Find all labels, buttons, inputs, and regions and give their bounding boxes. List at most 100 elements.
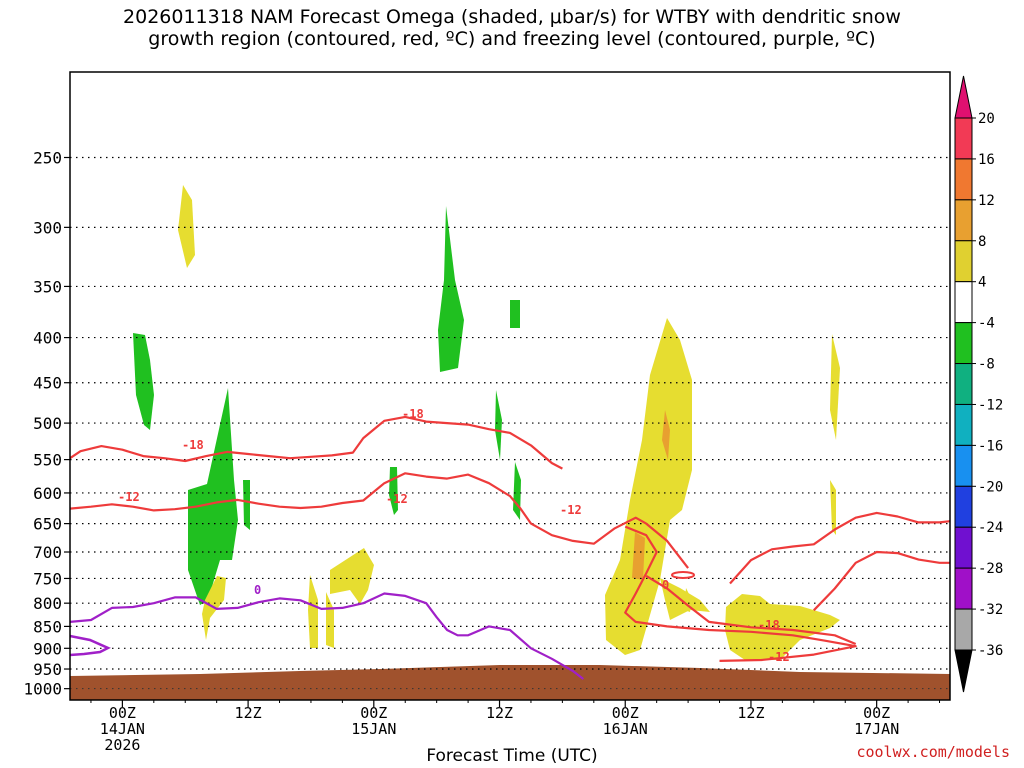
- y-axis: 250 300 350 400 450 500 550 600 650 700 750 800 850 9…: [23, 148, 70, 699]
- omega-shade-yellow-2: [605, 318, 692, 655]
- colorbar-swatch: [954, 403, 973, 446]
- omega-shade-yellow-4: [725, 594, 840, 660]
- x-tick-label: 17JAN: [854, 720, 899, 738]
- colorbar: 20 16 12 8 4 -4 -8 -12 -16 -20 -24 -28 -32 -36: [954, 75, 1003, 693]
- x-axis-label: Forecast Time (UTC): [426, 746, 598, 766]
- chart-title: 2026011318 NAM Forecast Omega (shaded, μ…: [0, 6, 1024, 50]
- omega-shade-green-1: [133, 333, 154, 430]
- y-tick-label: 700: [33, 543, 62, 562]
- x-tick-label: 2026: [104, 736, 140, 754]
- y-tick-label: 350: [33, 277, 62, 296]
- omega-shade-green-7: [495, 390, 502, 460]
- colorbar-swatch: [954, 608, 973, 651]
- y-tick-label: 400: [33, 329, 62, 348]
- omega-shade-yellow-5: [830, 334, 840, 440]
- y-tick-label: 850: [33, 617, 62, 636]
- colorbar-label: 4: [978, 275, 986, 291]
- omega-shade-green-2: [188, 388, 238, 605]
- contour-label: -18: [182, 438, 204, 452]
- contour-label: -12: [560, 503, 582, 517]
- omega-shade-yellow-7: [330, 548, 374, 604]
- x-tick-label: 14JAN: [100, 720, 145, 738]
- x-tick-label: 00Z: [360, 704, 387, 722]
- credit-text: coolwx.com/models: [856, 743, 1010, 761]
- y-tick-label: 600: [33, 484, 62, 503]
- y-tick-label: 800: [33, 594, 62, 613]
- x-tick-label: 12Z: [737, 704, 764, 722]
- omega-shade-yellow-1: [178, 185, 195, 268]
- colorbar-label: -20: [978, 479, 1003, 495]
- y-tick-label: 500: [33, 414, 62, 433]
- y-tick-label: 950: [33, 660, 62, 679]
- colorbar-swatch: [954, 322, 973, 365]
- x-tick-label: 00Z: [863, 704, 890, 722]
- small-contour-ellipse: [671, 571, 695, 579]
- colorbar-swatch: [954, 567, 973, 610]
- ground-terrain: [70, 665, 950, 700]
- y-tick-label: 1000: [23, 680, 62, 699]
- colorbar-swatch: [954, 526, 973, 569]
- colorbar-swatch: [954, 444, 973, 487]
- colorbar-swatch: [954, 199, 973, 242]
- colorbar-swatch: [954, 485, 973, 528]
- contour-label: -12: [118, 490, 140, 504]
- minus12-line-c: [729, 511, 951, 585]
- omega-shade-yellow-9: [326, 592, 334, 648]
- minus18-line: [69, 415, 563, 470]
- omega-shade-green-8: [513, 462, 521, 520]
- omega-shading: [133, 185, 840, 660]
- colorbar-label: -8: [978, 357, 995, 373]
- contour-label: -12: [768, 650, 790, 664]
- colorbar-swatch: [954, 117, 973, 160]
- colorbar-swatch: [954, 158, 973, 201]
- colorbar-label: 12: [978, 193, 995, 209]
- colorbar-top-arrow: [954, 75, 973, 119]
- y-tick-label: 900: [33, 639, 62, 658]
- omega-shade-orange-2: [632, 532, 645, 580]
- colorbar-swatch: [954, 240, 973, 283]
- colorbar-label: -24: [978, 520, 1003, 536]
- pressure-gridlines: [70, 156, 950, 690]
- x-tick-label: 00Z: [109, 704, 136, 722]
- omega-shade-green-6: [389, 467, 398, 515]
- x-tick-label: 12Z: [235, 704, 262, 722]
- y-tick-label: 450: [33, 374, 62, 393]
- contour-label: -18: [758, 618, 780, 632]
- minus12-line-b: [624, 525, 857, 662]
- minus18-line-c: [813, 550, 950, 612]
- contour-label: 0: [254, 583, 261, 597]
- contour-label: -12: [386, 492, 408, 506]
- colorbar-bottom-arrow: [954, 649, 973, 693]
- x-tick-label: 16JAN: [603, 720, 648, 738]
- colorbar-label: -4: [978, 316, 995, 332]
- x-tick-label: 00Z: [612, 704, 639, 722]
- plot-frame: [69, 71, 951, 701]
- contour-label: -18: [402, 407, 424, 421]
- colorbar-label: -36: [978, 643, 1003, 659]
- colorbar-label: -28: [978, 561, 1003, 577]
- colorbar-label: -32: [978, 602, 1003, 618]
- y-tick-label: 550: [33, 451, 62, 470]
- colorbar-label: -16: [978, 438, 1003, 454]
- colorbar-label: 8: [978, 234, 986, 250]
- omega-shade-green-3: [243, 480, 250, 530]
- minus18-line-b: [645, 574, 857, 646]
- y-tick-label: 750: [33, 569, 62, 588]
- colorbar-label: -12: [978, 397, 1003, 413]
- chart-title-line2: growth region (contoured, red, ºC) and f…: [148, 28, 876, 50]
- colorbar-label: 16: [978, 152, 995, 168]
- contour-label: 0: [662, 578, 669, 592]
- zero-line-fragment: [69, 634, 111, 657]
- y-tick-label: 650: [33, 515, 62, 534]
- minus12-line-a: [69, 472, 689, 569]
- chart-title-line1: 2026011318 NAM Forecast Omega (shaded, μ…: [123, 6, 901, 28]
- zero-line-purple: [69, 592, 584, 680]
- x-tick-label: 15JAN: [351, 720, 396, 738]
- contour-labels: -18 -18 -12 -12 -12 0 -18 -12 0: [118, 407, 790, 664]
- temperature-contours: [69, 415, 951, 680]
- x-tick-label: 12Z: [486, 704, 513, 722]
- omega-shade-yellow-8: [308, 575, 318, 648]
- omega-shade-green-5: [510, 300, 520, 328]
- colorbar-swatch: [954, 363, 973, 405]
